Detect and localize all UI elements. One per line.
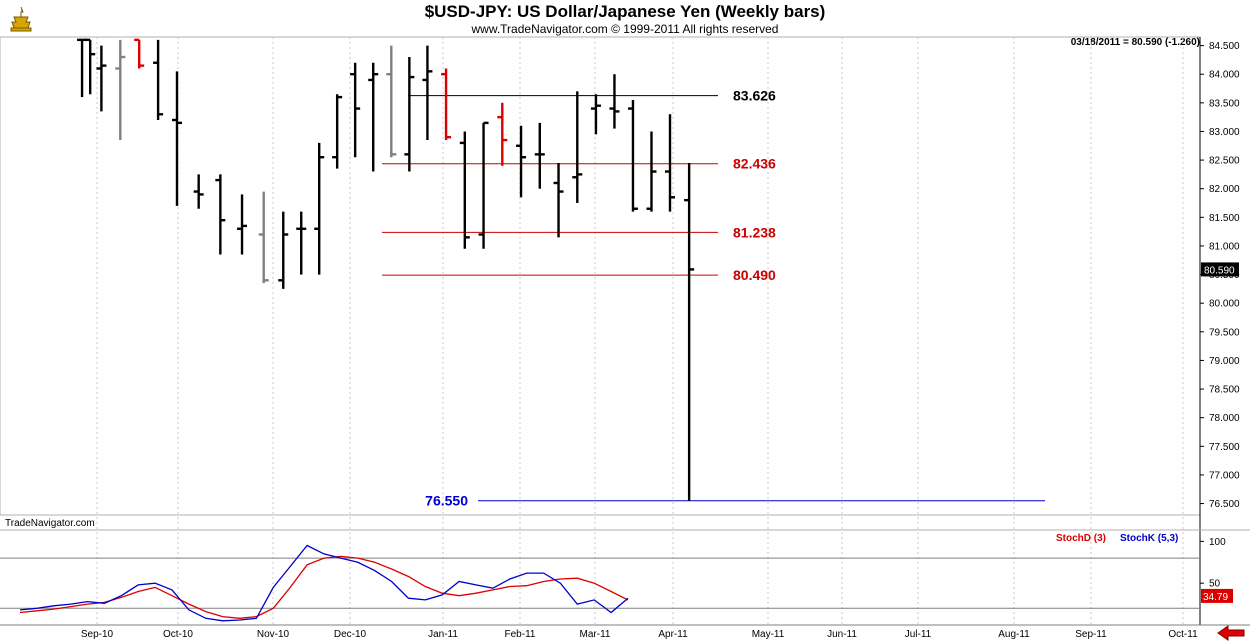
quote-readout: 03/18/2011 = 80.590 (-1.260)	[1070, 37, 1200, 48]
date-axis-label: May-11	[752, 629, 785, 640]
price-axis-label: 78.500	[1209, 385, 1240, 396]
stoch-axis-label: 100	[1209, 537, 1226, 548]
date-axis-label: Sep-10	[81, 629, 114, 640]
stoch-series-line	[19, 544, 629, 622]
stoch-axis-label: 50	[1209, 579, 1221, 590]
price-axis-label: 79.000	[1209, 356, 1240, 367]
date-axis-label: Feb-11	[505, 629, 536, 640]
scroll-back-arrow-icon[interactable]	[1216, 625, 1246, 641]
stochk-legend: StochK (5,3)	[1120, 533, 1179, 544]
stoch-value-label: 34.79	[1203, 592, 1228, 603]
price-axis-label: 81.500	[1209, 213, 1240, 224]
price-axis-label: 83.000	[1209, 127, 1240, 138]
date-axis-label: Mar-11	[580, 629, 611, 640]
date-axis-label: Jun-11	[827, 629, 857, 640]
price-axis-label: 78.000	[1209, 413, 1240, 424]
level-label: 82.436	[733, 156, 776, 172]
stoch-series-line	[19, 555, 629, 619]
watermark: TradeNavigator.com	[5, 518, 95, 529]
price-axis-label: 84.000	[1209, 70, 1240, 81]
stochd-legend: StochD (3)	[1056, 533, 1106, 544]
date-axis-label: Oct-10	[163, 629, 193, 640]
level-label: 80.490	[733, 267, 776, 283]
date-axis-label: Aug-11	[998, 629, 1030, 640]
date-axis-label: Dec-10	[334, 629, 367, 640]
price-panel-frame	[0, 36, 1201, 516]
price-axis-label: 79.500	[1209, 327, 1240, 338]
date-axis-label: Jul-11	[905, 629, 932, 640]
price-axis-label: 77.500	[1209, 442, 1240, 453]
date-axis-label: Sep-11	[1075, 629, 1107, 640]
level-label: 81.238	[733, 224, 776, 240]
chart-subtitle: www.TradeNavigator.com © 1999-2011 All r…	[471, 22, 779, 36]
chart-title: $USD-JPY: US Dollar/Japanese Yen (Weekly…	[424, 2, 826, 21]
date-axis-label: Oct-11	[1168, 629, 1198, 640]
date-axis-label: Nov-10	[257, 629, 290, 640]
level-label: 83.626	[733, 88, 776, 104]
current-price-label: 80.590	[1204, 265, 1235, 276]
price-axis-label: 82.000	[1209, 184, 1240, 195]
stoch-value-badge	[1201, 588, 1233, 603]
level-label: 76.550	[425, 493, 468, 509]
trade-navigator-logo-icon	[10, 6, 32, 32]
price-axis-label: 82.500	[1209, 156, 1240, 167]
price-axis-label: 83.500	[1209, 98, 1240, 109]
current-price-badge	[1201, 262, 1239, 277]
date-axis-label: Apr-11	[658, 629, 688, 640]
price-axis-label: 77.000	[1209, 470, 1240, 481]
date-axis-label: Jan-11	[428, 629, 458, 640]
price-axis-label: 81.000	[1209, 241, 1240, 252]
price-axis-label: 84.500	[1209, 41, 1240, 52]
price-axis-label: 80.000	[1209, 299, 1240, 310]
price-axis-label: 76.500	[1209, 499, 1240, 510]
